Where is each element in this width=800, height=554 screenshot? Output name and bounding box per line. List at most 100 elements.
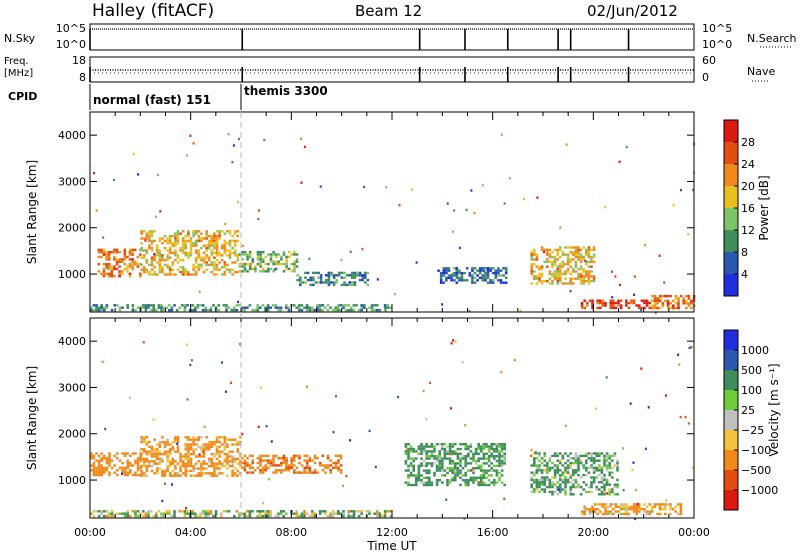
data-cell [176, 230, 180, 233]
data-cell [256, 457, 260, 460]
data-cell [638, 508, 641, 511]
data-cell [239, 472, 242, 475]
data-cell [538, 466, 541, 470]
colorbar-swatch [724, 430, 738, 450]
data-cell [616, 485, 619, 489]
data-cell [160, 514, 163, 518]
data-cell [564, 493, 567, 496]
data-cell [200, 467, 203, 470]
data-cell [577, 459, 580, 462]
data-cell [285, 258, 288, 261]
data-cell [205, 436, 208, 439]
data-cell [164, 482, 166, 485]
data-cell [613, 485, 617, 489]
data-cell [295, 466, 299, 469]
data-cell [672, 306, 675, 310]
data-cell [645, 510, 649, 513]
data-cell [197, 268, 201, 271]
data-cell [417, 469, 421, 472]
data-cell [142, 474, 146, 477]
data-cell [551, 263, 554, 266]
data-cell [455, 271, 459, 275]
data-cell [376, 304, 379, 307]
data-cell [293, 260, 296, 263]
data-cell [210, 237, 214, 240]
data-cell [590, 248, 593, 252]
data-cell [142, 464, 146, 468]
data-cell [622, 512, 625, 516]
data-cell [551, 454, 554, 458]
data-cell [231, 246, 234, 250]
data-cell [153, 256, 156, 259]
data-cell [118, 459, 122, 462]
data-cell [324, 510, 327, 513]
data-cell [339, 512, 343, 515]
data-cell [658, 254, 661, 257]
data-cell [236, 256, 240, 259]
data-cell [619, 508, 623, 511]
data-cell [226, 268, 229, 271]
data-cell [469, 462, 473, 465]
data-cell [142, 266, 146, 269]
data-cell [153, 450, 156, 453]
data-cell [189, 445, 193, 449]
data-cell [611, 490, 614, 494]
data-cell [200, 469, 203, 473]
data-cell [100, 452, 103, 455]
data-cell [533, 452, 536, 455]
data-cell [224, 222, 227, 226]
data-cell [296, 274, 299, 277]
data-cell [438, 450, 441, 453]
data-cell [256, 306, 259, 309]
data-cell [192, 242, 195, 245]
data-cell [480, 469, 483, 472]
data-cell [574, 246, 578, 249]
data-cell [228, 242, 232, 245]
data-cell [460, 276, 464, 280]
data-cell [243, 461, 247, 465]
data-cell [257, 217, 260, 221]
data-cell [530, 478, 533, 482]
data-cell [139, 454, 142, 458]
data-cell [553, 454, 557, 458]
data-cell [587, 265, 591, 268]
data-cell [464, 481, 467, 484]
data-cell [435, 469, 439, 472]
data-cell [179, 270, 182, 274]
data-cell [640, 308, 643, 312]
data-cell [590, 454, 593, 458]
data-cell [632, 505, 636, 508]
data-cell [121, 512, 124, 515]
data-cell [608, 493, 611, 496]
data-cell [305, 512, 309, 515]
data-cell [572, 473, 575, 477]
data-cell [97, 473, 101, 477]
data-cell [324, 471, 327, 474]
data-cell [485, 483, 488, 487]
data-cell [556, 277, 559, 280]
data-cell [559, 267, 562, 271]
data-cell [679, 294, 683, 298]
data-cell [248, 471, 252, 474]
data-cell [348, 283, 351, 287]
data-cell [282, 454, 286, 457]
data-cell [200, 266, 203, 269]
data-cell [603, 464, 606, 467]
xtick-label: 00:00 [74, 526, 106, 539]
data-cell [617, 304, 620, 307]
data-cell [317, 271, 320, 275]
data-cell [115, 248, 119, 251]
data-cell [241, 258, 244, 261]
data-cell [349, 250, 352, 253]
data-cell [174, 474, 177, 477]
data-cell [490, 462, 493, 465]
data-cell [305, 308, 309, 312]
data-cell [587, 457, 591, 460]
data-cell [420, 464, 423, 467]
data-cell [588, 299, 592, 302]
data-cell [674, 297, 678, 300]
data-cell [635, 503, 638, 506]
data-cell [105, 514, 109, 518]
data-cell [95, 306, 98, 309]
data-cell [100, 471, 103, 474]
